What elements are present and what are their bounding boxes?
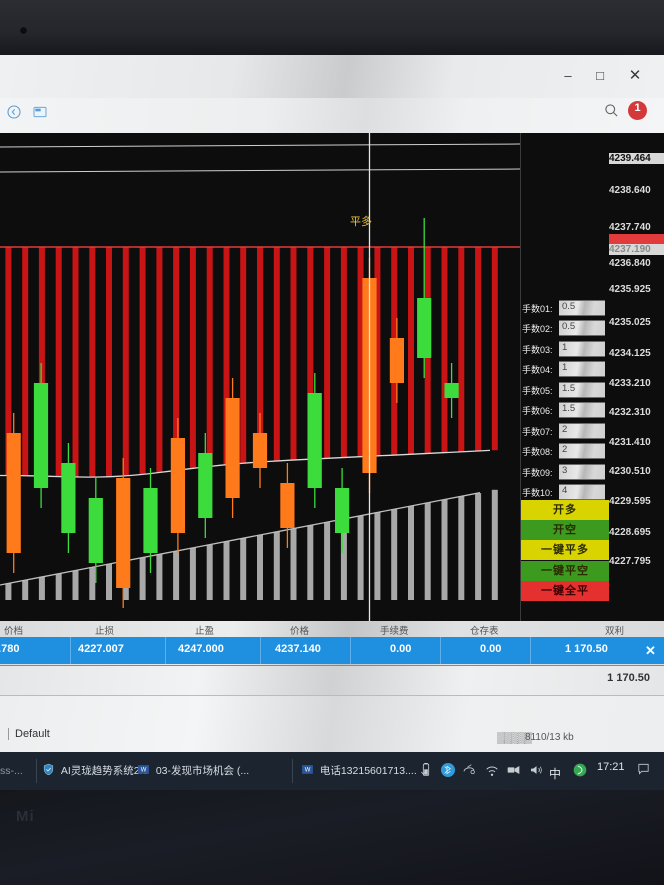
svg-text:W: W xyxy=(305,768,311,774)
svg-text:平多: 平多 xyxy=(350,214,372,228)
svg-text:W: W xyxy=(141,768,147,774)
